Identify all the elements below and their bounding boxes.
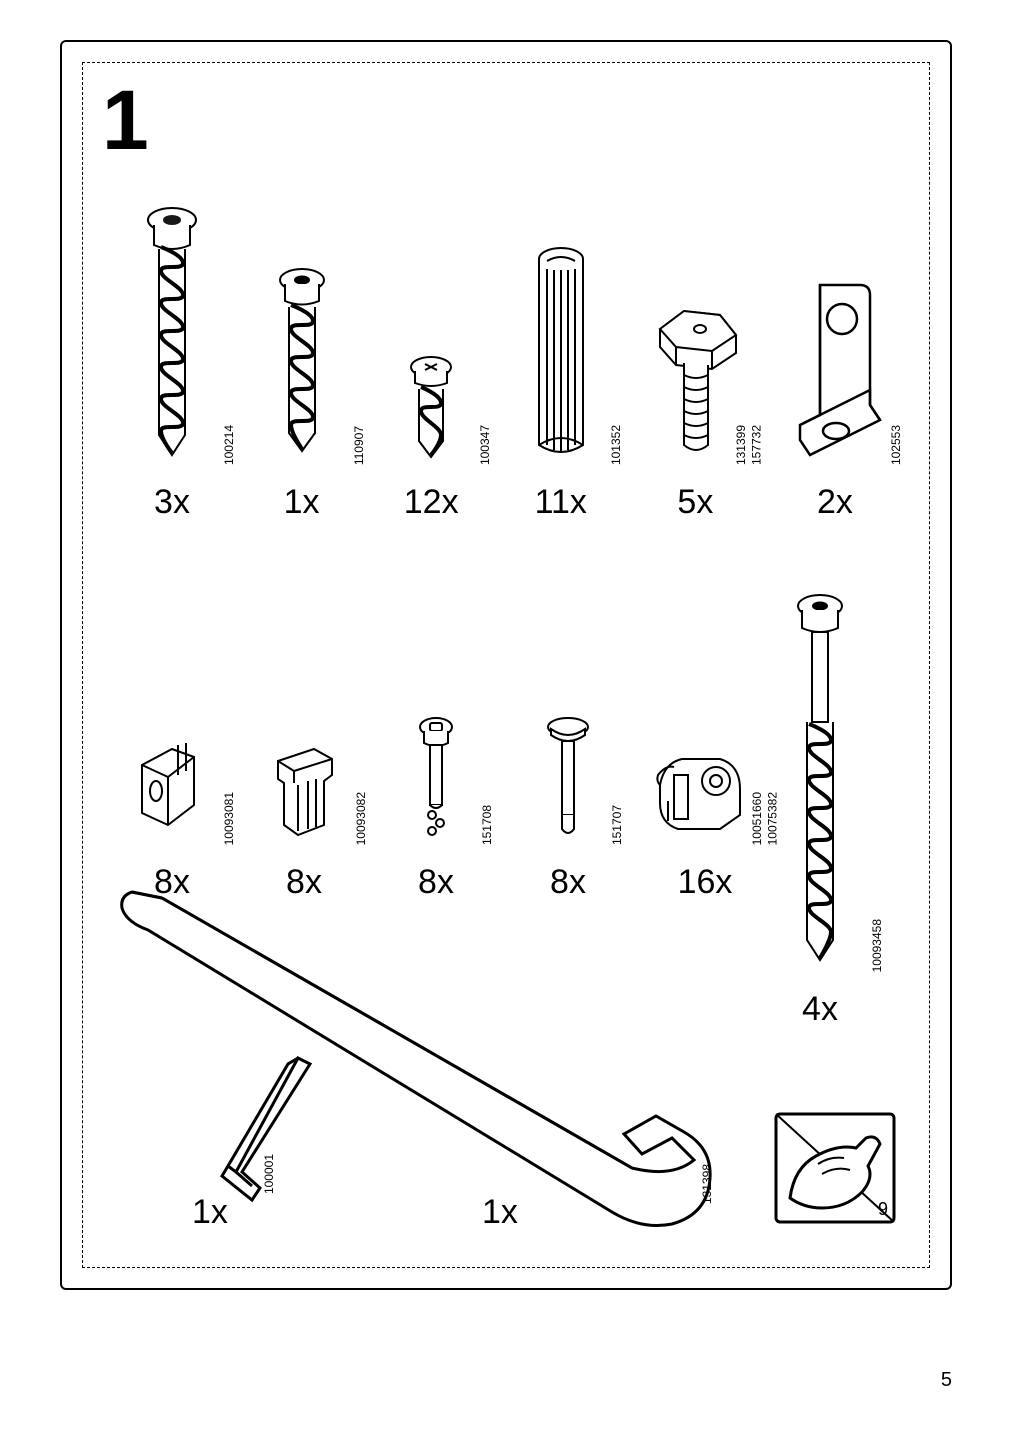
partnum-label: 10093082: [354, 792, 370, 845]
screw-long-icon: [137, 205, 207, 465]
page: 1: [0, 0, 1012, 1432]
content-area: 100214 3x: [102, 162, 910, 1248]
partnum-label: 10093081: [222, 792, 238, 845]
step-number: 1: [102, 72, 149, 169]
part-110907: 110907 1x: [242, 265, 362, 522]
hand-page-ref-number: 9: [878, 1199, 888, 1220]
angle-bracket-icon: [780, 275, 890, 465]
qty-label: 1x: [284, 483, 320, 522]
partnum-label: 131399 157732: [734, 425, 765, 465]
parts-row-1: 100214 3x: [102, 162, 910, 522]
qty-label: 5x: [677, 483, 713, 522]
cam-housing-a-icon: [122, 735, 222, 845]
qty-label: 2x: [817, 483, 853, 522]
cam-housing-b-icon: [254, 735, 354, 845]
part-100214: 100214 3x: [112, 205, 232, 522]
partnum-label: 101352: [609, 425, 625, 465]
tools-area: 131398 1x 100001 1x: [112, 858, 900, 1238]
qty-label: 11x: [535, 483, 587, 522]
part-131399: 131399 157732 5x: [630, 295, 760, 522]
wrench-partnum: 131398: [700, 1164, 714, 1204]
cam-bolt-a-icon: [406, 715, 466, 845]
allen-partnum: 100001: [262, 1154, 276, 1194]
part-100347: 100347 12x: [371, 355, 491, 522]
screw-short-icon: [401, 355, 461, 465]
wrench-qty: 1x: [482, 1193, 518, 1232]
part-101352: 101352 11x: [501, 245, 621, 522]
partnum-label: 151707: [610, 805, 626, 845]
instruction-sheet: 1: [60, 40, 952, 1290]
page-number: 5: [941, 1369, 952, 1392]
allen-qty: 1x: [192, 1193, 228, 1232]
dowel-icon: [531, 245, 591, 465]
partnum-label: 102553: [889, 425, 905, 465]
screw-med-icon: [269, 265, 335, 465]
partnum-label: 100347: [478, 425, 494, 465]
qty-label: 3x: [154, 483, 190, 522]
part-102553: 102553 2x: [770, 275, 900, 522]
cam-lock-icon: [650, 745, 760, 845]
partnum-label: 100214: [222, 425, 238, 465]
partnum-label: 110907: [352, 426, 368, 465]
qty-label: 12x: [404, 483, 459, 522]
partnum-label: 151708: [480, 805, 496, 845]
cam-bolt-b-icon: [541, 715, 595, 845]
